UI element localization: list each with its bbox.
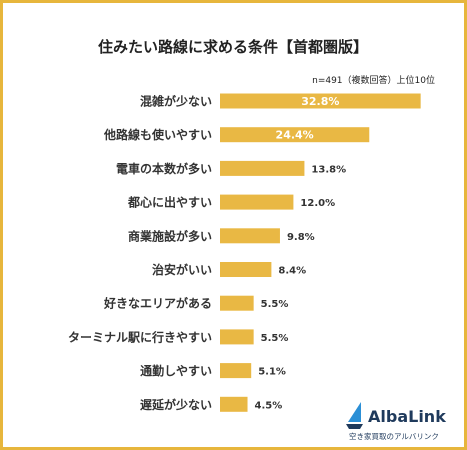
category-label: 治安がいい — [152, 262, 212, 277]
value-label: 5.5% — [261, 299, 289, 310]
value-label: 32.8% — [301, 95, 339, 108]
value-label: 4.5% — [255, 400, 283, 411]
value-label: 5.1% — [258, 367, 286, 378]
bar — [220, 160, 305, 176]
value-label: 24.4% — [276, 129, 314, 142]
bar — [220, 262, 272, 277]
value-label: 13.8% — [311, 164, 346, 175]
category-label: 都心に出やすい — [127, 195, 212, 210]
bar — [220, 396, 248, 412]
category-label: 遅延が少ない — [140, 397, 212, 412]
chart-note: n=491（複数回答）上位10位 — [312, 74, 435, 86]
logo-name: AlbaLink — [368, 407, 446, 426]
bar — [220, 127, 370, 143]
bar — [220, 295, 254, 311]
albalink-logo: AlbaLink 空き家買取のアルバリンク — [346, 402, 446, 441]
bar — [220, 363, 252, 379]
bars-layer: 混雑が少ない 32.8% 他路線も使いやすい 24.4% 電車の本数が多い 13.8% 都心… — [68, 93, 421, 412]
category-label: 通勤しやすい — [140, 363, 212, 378]
category-label: 好きなエリアがある — [103, 296, 212, 311]
value-label: 9.8% — [287, 232, 315, 243]
category-label: ターミナル駅に行きやすい — [68, 329, 212, 344]
value-label: 12.0% — [300, 198, 335, 209]
category-label: 商業施設が多い — [128, 228, 212, 243]
value-label: 5.5% — [261, 333, 289, 344]
value-label: 8.4% — [278, 266, 306, 277]
sail-icon — [346, 402, 363, 429]
bar — [220, 228, 280, 244]
logo-subtitle: 空き家買取のアルバリンク — [349, 431, 439, 441]
chart-title: 住みたい路線に求める条件【首都圏版】 — [98, 38, 368, 56]
category-label: 電車の本数が多い — [116, 161, 212, 176]
bar — [220, 329, 254, 345]
category-label: 他路線も使いやすい — [103, 127, 212, 142]
bar — [220, 194, 294, 210]
category-label: 混雑が少ない — [140, 94, 212, 109]
bar — [220, 93, 421, 109]
